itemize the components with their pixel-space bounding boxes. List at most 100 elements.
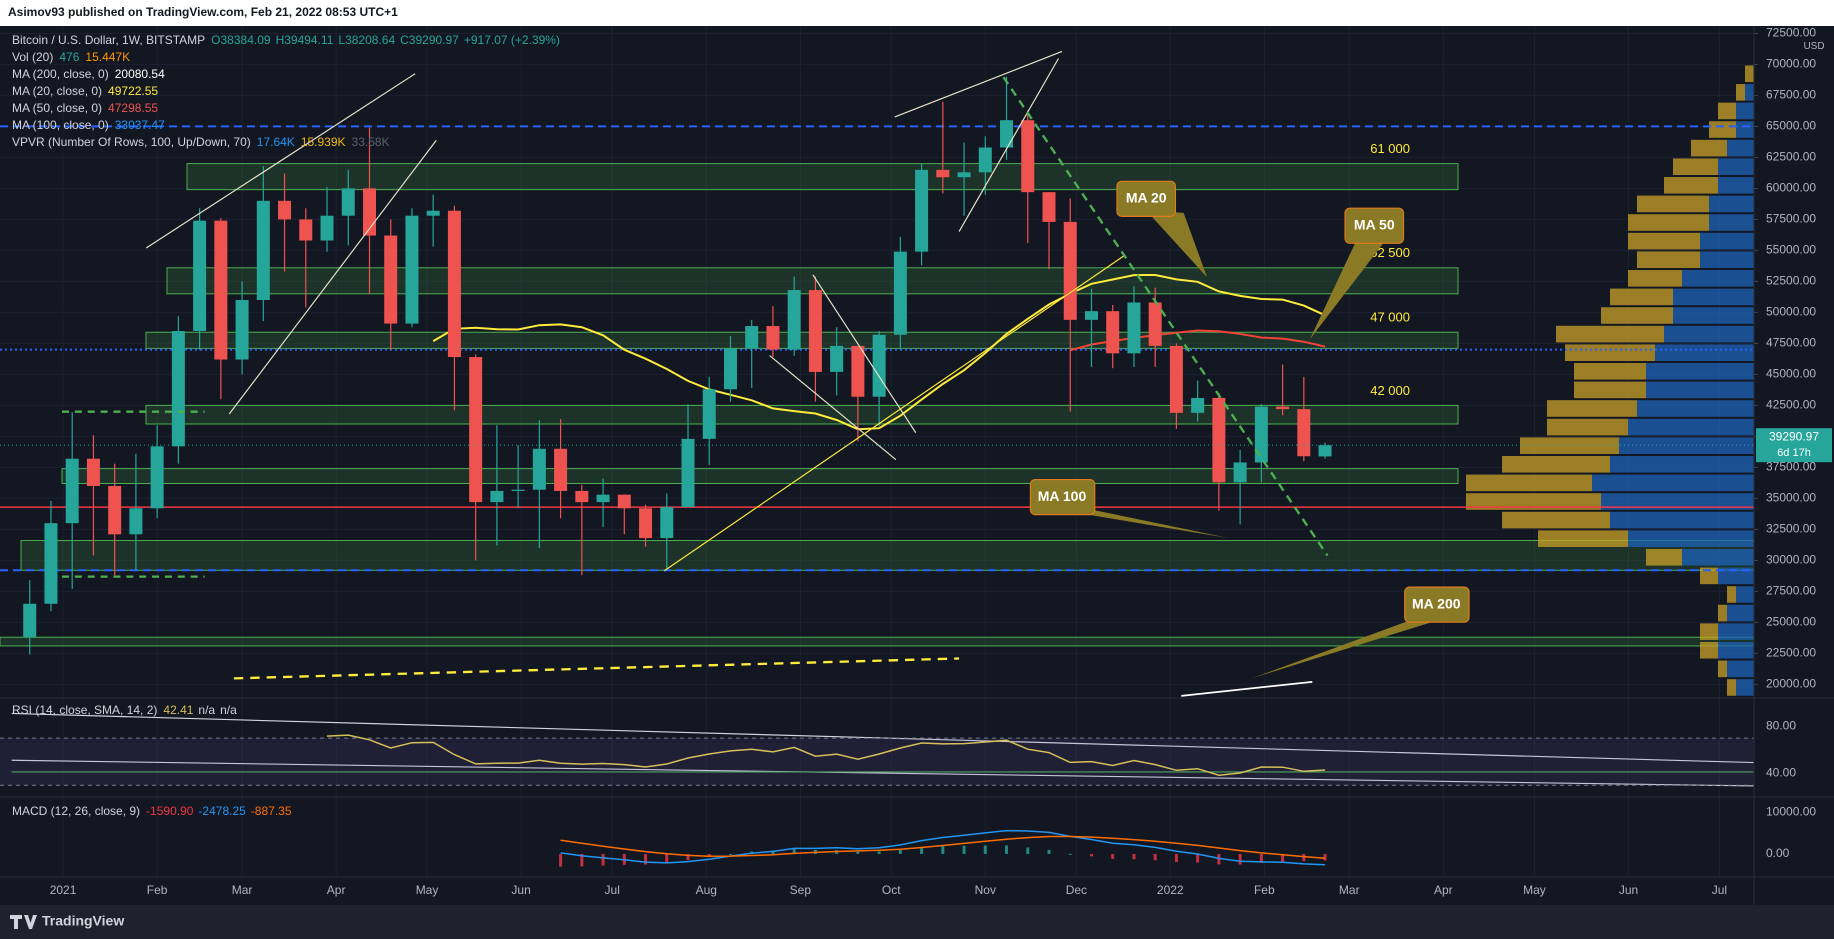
- callout-pointer: [1052, 508, 1229, 539]
- vpvr-up: [1673, 307, 1754, 324]
- candle-body: [617, 494, 631, 509]
- candle-body: [808, 290, 822, 372]
- vpvr-down: [1664, 177, 1718, 194]
- macd-histogram: [1005, 845, 1009, 854]
- candle-body: [129, 508, 143, 535]
- legend-value: 33037.47: [115, 118, 165, 132]
- callout-pointer: [1251, 616, 1451, 679]
- candle-body: [447, 210, 461, 358]
- candle-body: [1148, 302, 1162, 346]
- macd-histogram: [1132, 853, 1136, 860]
- rsi-tick-label: 40.00: [1766, 766, 1796, 780]
- vpvr-down: [1574, 363, 1646, 380]
- candle-body: [1297, 409, 1311, 457]
- ohlc: L38208.64: [338, 33, 395, 47]
- candle-body: [575, 490, 589, 503]
- vpvr-up: [1637, 400, 1754, 417]
- vpvr-up: [1673, 288, 1754, 306]
- vpvr-down: [1745, 65, 1754, 83]
- candle-body: [150, 446, 164, 509]
- legend-value: 33.58K: [352, 135, 390, 149]
- candle-body: [1063, 221, 1077, 320]
- macd-histogram: [601, 853, 605, 866]
- vpvr-down: [1727, 679, 1736, 696]
- candle-body: [745, 326, 759, 349]
- vpvr-down: [1637, 251, 1700, 269]
- trend-line: [664, 254, 1126, 572]
- legend-item: MA (100, close, 0) 33037.47: [12, 118, 165, 132]
- legend-item: Vol (20) 476 15.447K: [12, 50, 130, 64]
- ohlc: O38384.09: [211, 33, 271, 47]
- candle-body: [1191, 397, 1205, 413]
- candle-body: [278, 200, 292, 220]
- x-tick-label: Sep: [790, 883, 812, 897]
- candle-body: [723, 348, 737, 390]
- vpvr-up: [1592, 474, 1754, 492]
- vpvr-down: [1628, 270, 1682, 287]
- callout-label: MA 100: [1038, 488, 1087, 504]
- vpvr: [1466, 65, 1754, 696]
- candle-body: [681, 438, 695, 508]
- candle-body: [171, 331, 185, 447]
- vpvr-down: [1466, 493, 1601, 510]
- vpvr-down: [1547, 418, 1628, 436]
- vpvr-down: [1538, 530, 1628, 547]
- vpvr-up: [1664, 325, 1754, 343]
- candle-body: [978, 147, 992, 173]
- rsi-trend-line: [11, 759, 1755, 787]
- vpvr-up: [1628, 418, 1754, 436]
- candle-body: [214, 220, 228, 360]
- legend-value: 15.939K: [301, 135, 346, 149]
- macd-histogram: [771, 850, 775, 854]
- ohlc: H39494.11: [276, 33, 334, 47]
- vpvr-down: [1502, 455, 1610, 473]
- vpvr-up: [1682, 270, 1754, 287]
- drawings: MA 20 MA 50 MA 100 MA 200: [11, 50, 1755, 787]
- rsi-value: n/a: [198, 703, 215, 717]
- candle-body: [44, 523, 58, 604]
- vpvr-down: [1520, 437, 1619, 454]
- vpvr-up: [1745, 84, 1754, 101]
- vpvr-up: [1700, 251, 1754, 269]
- x-tick-label: Jun: [511, 883, 530, 897]
- rsi-tick-label: 80.00: [1766, 718, 1796, 732]
- candle-body: [787, 290, 801, 350]
- macd-histogram: [941, 845, 945, 854]
- y-tick-label: 25000.00: [1766, 615, 1816, 629]
- vpvr-up: [1646, 363, 1754, 380]
- x-tick-label: Jul: [1712, 883, 1727, 897]
- legend-value: 15.447K: [85, 50, 130, 64]
- indicator-panes: [0, 734, 1754, 867]
- top-bar: [0, 0, 1834, 26]
- macd-histogram: [665, 853, 669, 864]
- legend-value: 17.64K: [257, 135, 295, 149]
- rsi-value: 42.41: [163, 703, 193, 717]
- candle-body: [1254, 406, 1268, 463]
- macd-tick-label: 0.00: [1766, 846, 1790, 860]
- vpvr-up: [1700, 232, 1754, 250]
- ma-line: [432, 273, 1326, 431]
- x-tick-label: 2022: [1157, 883, 1184, 897]
- vpvr-down: [1691, 139, 1727, 157]
- macd-histogram: [920, 847, 924, 854]
- vpvr-up: [1655, 344, 1754, 361]
- vpvr-up: [1610, 455, 1754, 473]
- vpvr-up: [1610, 511, 1754, 529]
- downtrend-line: [1002, 76, 1329, 557]
- symbol-header: Bitcoin / U.S. Dollar, 1W, BITSTAMP O3838…: [12, 33, 560, 47]
- trend-line: [958, 58, 1059, 232]
- macd-histogram: [1259, 853, 1263, 863]
- vpvr-up: [1718, 177, 1754, 194]
- vpvr-down: [1637, 195, 1709, 213]
- y-tick-label: 60000.00: [1766, 181, 1816, 195]
- volume-trend: [233, 657, 960, 680]
- zone: [186, 163, 1459, 191]
- y-tick-label: 42500.00: [1766, 398, 1816, 412]
- candle-body: [893, 251, 907, 335]
- y-unit: USD: [1803, 41, 1824, 52]
- y-tick-label: 20000.00: [1766, 677, 1816, 691]
- candle-body: [596, 494, 610, 503]
- macd-title: MACD (12, 26, close, 9): [12, 804, 140, 818]
- macd-header: MACD (12, 26, close, 9) -1590.90 -2478.25-…: [12, 804, 292, 818]
